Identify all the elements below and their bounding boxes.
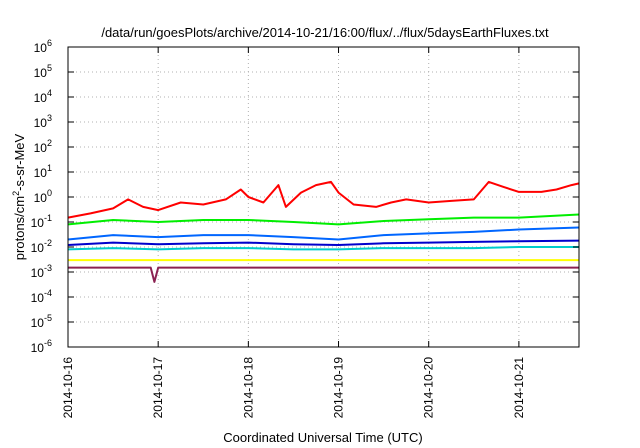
x-tick-label: 2014-10-21 <box>512 357 526 419</box>
x-axis-label: Coordinated Universal Time (UTC) <box>223 430 422 445</box>
axis-ticks <box>67 46 579 348</box>
y-tick-label: 103 <box>34 113 52 130</box>
y-tick-label: 10-1 <box>31 213 52 230</box>
x-tick-label: 2014-10-16 <box>61 357 75 419</box>
y-tick-label: 10-6 <box>31 338 52 355</box>
chart-title: /data/run/goesPlots/archive/2014-10-21/1… <box>101 25 549 40</box>
y-tick-label: 101 <box>34 163 52 180</box>
y-tick-labels: 10-6 10-5 10-4 10-3 10-2 10-1 100 101 102 103 104 1… <box>31 38 52 355</box>
y-axis-label-sup: 2 <box>11 191 21 196</box>
y-tick-label: 10-5 <box>31 313 52 330</box>
x-tick-label: 2014-10-17 <box>151 357 165 419</box>
series-line-2 <box>67 213 580 226</box>
x-tick-label: 2014-10-18 <box>241 357 255 419</box>
grid-lines <box>68 47 579 347</box>
y-tick-label: 105 <box>34 63 52 80</box>
series-line-1 <box>67 180 580 219</box>
y-tick-label: 10-4 <box>31 288 52 305</box>
series-line-3 <box>67 226 580 241</box>
y-axis-label: protons/cm2-s-sr-MeV <box>11 133 27 260</box>
y-tick-label: 100 <box>34 188 52 205</box>
data-series <box>67 180 580 283</box>
y-axis-label-post: -s-sr-MeV <box>12 133 27 190</box>
y-tick-label: 10-2 <box>31 238 52 255</box>
y-tick-label: 10-3 <box>31 263 52 280</box>
series-line-7 <box>68 266 579 283</box>
x-tick-labels: 2014-10-16 2014-10-17 2014-10-18 2014-10-19… <box>61 357 526 419</box>
y-tick-label: 102 <box>34 138 52 155</box>
y-tick-label: 106 <box>34 38 52 55</box>
series-line-5 <box>67 246 579 251</box>
series-line-4 <box>67 239 580 246</box>
y-axis-label-pre: protons/cm <box>12 196 27 260</box>
x-tick-label: 2014-10-19 <box>332 357 346 419</box>
x-tick-label: 2014-10-20 <box>422 357 436 419</box>
y-tick-label: 104 <box>34 88 52 105</box>
